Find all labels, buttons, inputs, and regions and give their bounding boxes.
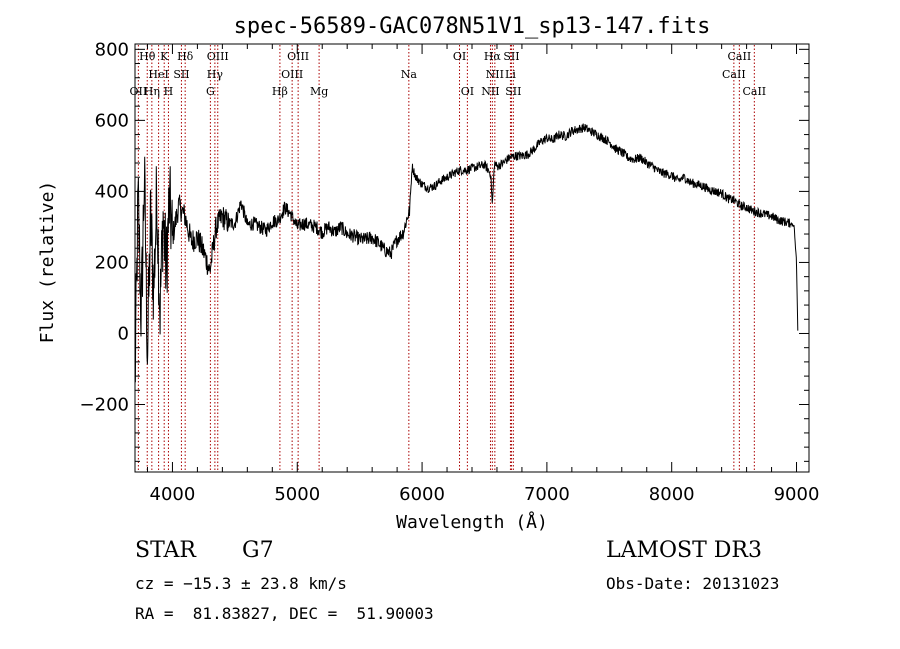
- x-axis-label: Wavelength (Å): [396, 511, 548, 533]
- x-axis: 4000 5000 6000 7000 8000 9000: [146, 44, 820, 505]
- marker-label: H: [164, 85, 174, 98]
- x-tick-label: 7000: [524, 484, 570, 505]
- marker-label: OI: [461, 85, 474, 98]
- marker-label: Hβ: [272, 85, 288, 98]
- marker-label: SII: [503, 50, 519, 63]
- marker-label: K: [160, 50, 169, 63]
- marker-label: HeI: [148, 68, 168, 81]
- y-axis: −200 0 200 400 600 800: [80, 39, 809, 462]
- marker-label: Hθ: [139, 50, 156, 63]
- marker-label: SII: [173, 68, 189, 81]
- object-subclass: G7: [242, 538, 274, 563]
- marker-label: OIII: [207, 50, 229, 63]
- x-tick-label: 4000: [150, 484, 196, 505]
- marker-label: Na: [401, 68, 418, 81]
- x-tick-label: 9000: [774, 484, 820, 505]
- chart-title: spec-56589-GAC078N51V1_sp13-147.fits: [234, 14, 711, 39]
- spectral-line-markers: [137, 45, 755, 471]
- y-tick-label: 200: [95, 252, 129, 273]
- marker-label: OIII: [287, 50, 309, 63]
- y-tick-label: 0: [118, 323, 129, 344]
- object-class: STAR: [135, 538, 196, 563]
- plot-frame: [134, 43, 810, 473]
- marker-label: Hα: [484, 50, 502, 63]
- marker-label: Hγ: [207, 68, 224, 81]
- marker-label: Li: [505, 68, 516, 81]
- marker-label: CaII: [728, 50, 752, 63]
- marker-label: OIII: [281, 68, 303, 81]
- marker-label: SII: [505, 85, 521, 98]
- marker-label: CaII: [742, 85, 766, 98]
- x-tick-label: 5000: [274, 484, 320, 505]
- obs-date: Obs-Date: 20131023: [606, 574, 780, 593]
- coordinates-text: RA = 81.83827, DEC = 51.90003: [135, 604, 434, 623]
- y-tick-label: 600: [95, 110, 129, 131]
- spectral-line-labels: OIIHθHηHeIKHSIIHδGHγOIIIHβOIIIOIIIMgNaOI…: [130, 50, 767, 98]
- y-tick-label: 400: [95, 181, 129, 202]
- x-tick-label: 6000: [399, 484, 445, 505]
- marker-label: NII: [481, 85, 499, 98]
- y-tick-label: −200: [80, 395, 129, 416]
- redshift-text: cz = −15.3 ± 23.8 km/s: [135, 574, 347, 593]
- y-axis-label: Flux (relative): [37, 181, 58, 344]
- marker-label: Hδ: [177, 50, 194, 63]
- flux-series-line: [134, 123, 799, 383]
- marker-label: G: [206, 85, 215, 98]
- y-tick-label: 800: [95, 39, 129, 60]
- x-tick-label: 8000: [649, 484, 695, 505]
- marker-label: OI: [453, 50, 466, 63]
- marker-label: Mg: [310, 85, 328, 98]
- survey-name: LAMOST DR3: [606, 538, 762, 563]
- marker-label: Hη: [144, 85, 160, 98]
- marker-label: NII: [486, 68, 504, 81]
- marker-label: CaII: [722, 68, 746, 81]
